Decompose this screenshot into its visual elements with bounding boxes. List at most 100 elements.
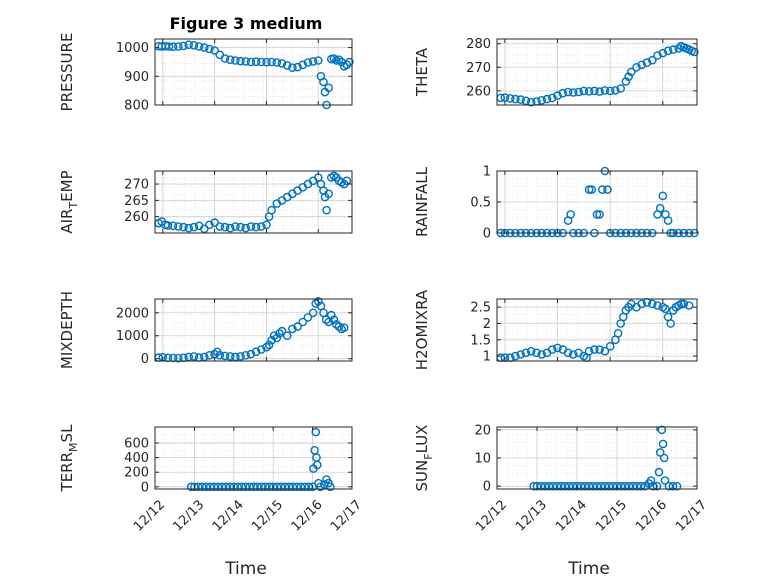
data-point [326, 310, 336, 320]
y-tick-label: 800 [124, 99, 149, 114]
data-point [652, 481, 662, 491]
data-point [626, 67, 636, 77]
data-point [604, 481, 614, 491]
data-point [184, 223, 193, 233]
figure-title: Figure 3 medium [170, 14, 323, 33]
data-point [532, 481, 542, 491]
data-point [563, 87, 573, 97]
data-point [596, 481, 606, 491]
data-point [505, 94, 515, 103]
data-point [632, 63, 641, 72]
data-point [262, 220, 271, 230]
data-point [272, 333, 282, 343]
data-point [251, 222, 261, 232]
data-point [590, 86, 599, 96]
data-point [229, 482, 239, 492]
data-point [334, 55, 344, 65]
data-point [648, 55, 657, 65]
data-point [658, 439, 668, 449]
data-point [282, 331, 292, 341]
y-axis-label: MIXDEPTH [58, 291, 76, 369]
data-point [324, 189, 334, 199]
data-point [267, 205, 276, 215]
y-axis-label: SUNFLUX [413, 425, 435, 492]
data-point [312, 460, 322, 470]
data-point [676, 299, 686, 309]
data-point [537, 350, 547, 359]
y-tick-label: 1 [483, 165, 491, 180]
data-point [308, 57, 318, 66]
y-tick-label: 260 [466, 84, 491, 99]
data-point [540, 481, 550, 491]
data-point [624, 481, 634, 491]
data-point [241, 57, 250, 66]
data-point [179, 222, 188, 232]
data-point [322, 205, 331, 215]
data-point [298, 317, 308, 327]
y-axis-label: AIRTEMP [58, 170, 80, 233]
data-point [636, 481, 646, 491]
data-point [632, 481, 642, 491]
data-point [548, 93, 557, 103]
data-point [319, 77, 328, 87]
data-point [256, 222, 266, 231]
data-point [251, 57, 261, 67]
data-point [553, 343, 562, 353]
y-axis-label-subscript: F [422, 453, 435, 459]
y-axis-label: THETA [413, 47, 431, 97]
subplot-4: 0 0.5 1 RAINFALL [413, 165, 699, 242]
data-point [269, 331, 279, 341]
data-point [205, 44, 214, 54]
data-point [579, 86, 589, 96]
data-point [225, 352, 235, 361]
data-point [556, 481, 566, 491]
data-point [616, 84, 626, 93]
data-point [584, 346, 594, 356]
data-point [313, 296, 323, 306]
data-point [256, 345, 266, 354]
data-point [251, 347, 261, 357]
y-tick-label: 1000 [116, 329, 149, 344]
subplot-2: 260 270 280 THETA [413, 37, 699, 107]
y-axis-label-main: TERR [58, 452, 76, 493]
data-point [620, 481, 630, 491]
data-point [553, 91, 562, 100]
data-point [213, 482, 223, 492]
data-point [600, 346, 610, 356]
y-tick-label: 2.5 [470, 301, 491, 316]
data-point [311, 427, 321, 437]
data-point [267, 57, 276, 67]
data-point [339, 323, 349, 333]
data-point [241, 482, 250, 492]
data-point [209, 482, 219, 492]
data-point [672, 481, 682, 491]
data-point [654, 467, 664, 477]
data-point [241, 223, 250, 233]
data-point [521, 348, 531, 358]
y-tick-label: 1.5 [470, 333, 491, 348]
data-point [332, 319, 341, 329]
y-axis-label-main: SUN [413, 460, 431, 492]
x-axis-label-left: Time [224, 559, 267, 579]
data-point [197, 482, 207, 492]
data-point [210, 46, 219, 55]
data-point [293, 62, 302, 72]
axes-frame [496, 38, 698, 106]
data-point [663, 216, 673, 225]
data-point [164, 42, 174, 51]
data-point [653, 301, 662, 310]
data-point [646, 476, 656, 485]
data-point [173, 353, 183, 363]
data-point [584, 481, 594, 491]
data-point [184, 40, 193, 50]
data-point [277, 59, 287, 68]
data-point [628, 481, 638, 491]
data-point [201, 482, 211, 492]
y-tick-label: 400 [124, 451, 149, 466]
y-tick-label: 1000 [116, 41, 149, 56]
data-point [288, 324, 297, 334]
y-tick-label: 0.5 [470, 196, 491, 211]
data-point [334, 322, 344, 331]
